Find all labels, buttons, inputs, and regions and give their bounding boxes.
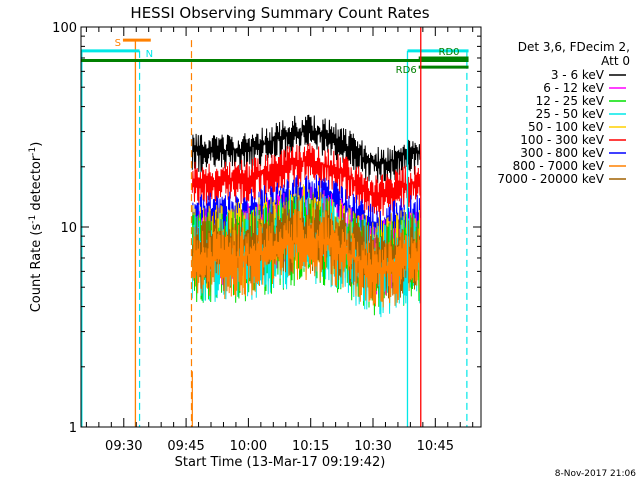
- y-axis-label: Count Rate (s-1 detector-1): [28, 142, 44, 313]
- x-tick-label: 09:45: [167, 439, 204, 454]
- x-tick-label: 10:30: [354, 439, 391, 454]
- x-tick-label: 10:00: [230, 439, 267, 454]
- marker-label: RD0: [439, 47, 460, 58]
- x-tick-label: 10:15: [292, 439, 329, 454]
- x-axis-label: Start Time (13-Mar-17 09:19:42): [175, 455, 386, 470]
- x-tick-label: 09:30: [105, 439, 142, 454]
- legend-label: 800 - 7000 keV: [513, 159, 605, 173]
- legend-label: 12 - 25 keV: [536, 94, 605, 108]
- legend-label: 7000 - 20000 keV: [497, 172, 604, 186]
- x-tick-label: 10:45: [417, 439, 454, 454]
- chart-title: HESSI Observing Summary Count Rates: [130, 4, 429, 22]
- series-line: [191, 114, 421, 183]
- y-tick-label: 1: [69, 421, 77, 436]
- marker-label: RD6: [396, 65, 417, 76]
- marker-label: N: [146, 49, 153, 60]
- legend-label: 50 - 100 keV: [528, 120, 605, 134]
- marker-label: S: [115, 38, 121, 49]
- y-tick-label: 10: [60, 221, 77, 236]
- legend-label: 100 - 300 keV: [520, 133, 604, 147]
- legend-header-line: Att 0: [601, 54, 630, 68]
- legend-label: 300 - 800 keV: [520, 146, 604, 160]
- legend-label: 6 - 12 keV: [543, 81, 605, 95]
- series-line: [191, 143, 421, 219]
- series-line: [191, 207, 421, 308]
- timestamp-label: 8-Nov-2017 21:06: [555, 469, 637, 479]
- y-tick-label: 100: [52, 21, 77, 36]
- legend-header-line: Det 3,6, FDecim 2,: [518, 40, 630, 54]
- legend-label: 25 - 50 keV: [536, 107, 605, 121]
- legend-label: 3 - 6 keV: [551, 68, 605, 82]
